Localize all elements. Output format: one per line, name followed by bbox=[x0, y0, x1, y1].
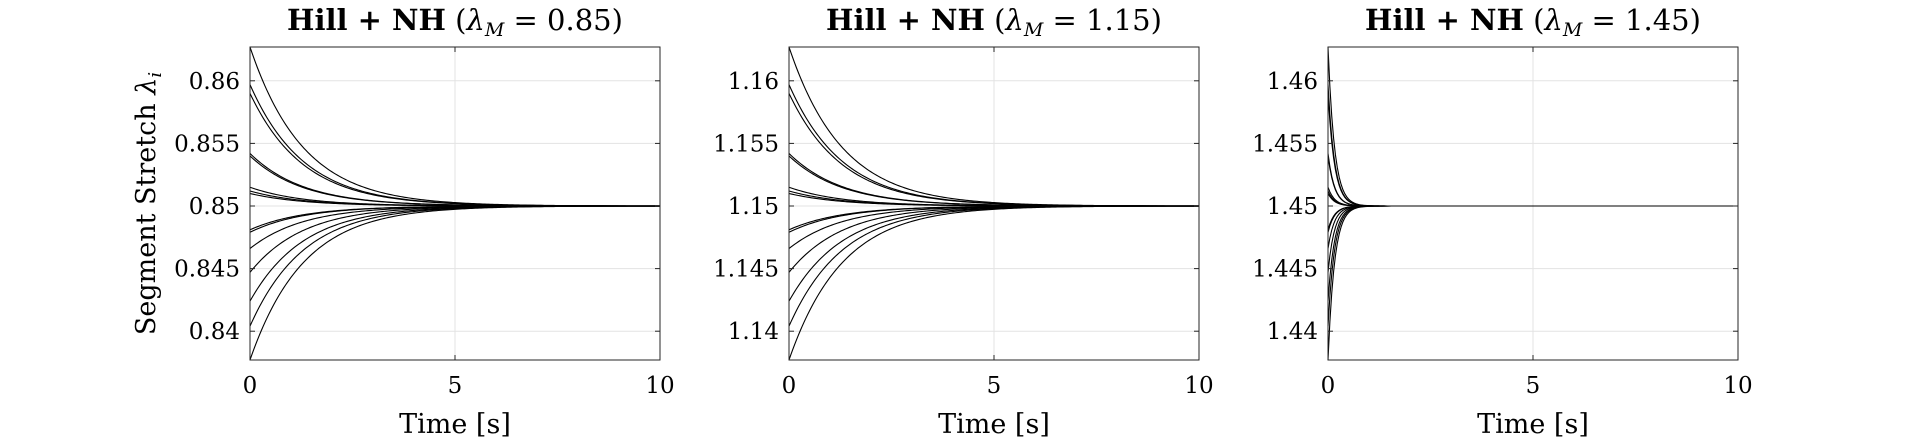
x-tick-label: 5 bbox=[987, 373, 1002, 399]
title-bold-part: Hill + NH bbox=[826, 3, 985, 37]
x-tick-label: 10 bbox=[1723, 373, 1752, 399]
x-tick-label: 5 bbox=[448, 373, 463, 399]
y-tick-label: 1.46 bbox=[1267, 69, 1318, 95]
chart-title: Hill + NH (λM = 1.15) bbox=[826, 3, 1162, 41]
y-tick-label: 1.15 bbox=[728, 194, 779, 220]
y-tick-label: 1.14 bbox=[728, 319, 779, 345]
title-close-paren: ) bbox=[612, 3, 623, 37]
y-tick-label: 1.445 bbox=[1252, 257, 1318, 283]
chart-panel-1: 0 5 10 0.84 0.845 0.85 0.855 0.86 Time [s] Hill +… bbox=[174, 3, 675, 440]
y-tick-label: 1.155 bbox=[713, 131, 779, 157]
y-tick-label: 1.16 bbox=[728, 69, 779, 95]
y-tick-label: 0.86 bbox=[189, 69, 240, 95]
x-axis-label: Time [s] bbox=[1477, 409, 1589, 440]
title-lambda: λ bbox=[1543, 3, 1562, 37]
y-axis-label: Segment Stretch λi bbox=[131, 72, 166, 335]
title-close-paren: ) bbox=[1151, 3, 1162, 37]
title-close-paren: ) bbox=[1690, 3, 1701, 37]
x-tick-label: 5 bbox=[1526, 373, 1541, 399]
x-tick-label: 10 bbox=[645, 373, 674, 399]
x-tick-label: 0 bbox=[1321, 373, 1336, 399]
shared-y-axis-label: Segment Stretch λi bbox=[131, 72, 166, 335]
title-param-value: = 1.15 bbox=[1043, 3, 1150, 37]
y-axis-label-text: Segment Stretch bbox=[131, 95, 162, 335]
title-bold-part: Hill + NH bbox=[1365, 3, 1524, 37]
x-axis-label: Time [s] bbox=[938, 409, 1050, 440]
y-tick-label: 0.84 bbox=[189, 319, 240, 345]
x-tick-label: 10 bbox=[1184, 373, 1213, 399]
title-bold-part: Hill + NH bbox=[287, 3, 446, 37]
y-axis-label-subscript: i bbox=[145, 72, 166, 78]
y-tick-label: 1.455 bbox=[1252, 131, 1318, 157]
title-lambda: λ bbox=[1004, 3, 1023, 37]
title-param-value: = 1.45 bbox=[1582, 3, 1689, 37]
series-line-15 bbox=[249, 205, 661, 361]
y-axis-label-lambda: λ bbox=[131, 78, 162, 96]
title-lambda: λ bbox=[465, 3, 484, 37]
title-subscript: M bbox=[1562, 19, 1583, 41]
y-tick-label: 1.44 bbox=[1267, 319, 1318, 345]
y-tick-label: 1.45 bbox=[1267, 194, 1318, 220]
y-tick-label: 0.855 bbox=[174, 131, 240, 157]
chart-title: Hill + NH (λM = 0.85) bbox=[287, 3, 623, 41]
chart-title: Hill + NH (λM = 1.45) bbox=[1365, 3, 1701, 41]
title-open-paren: ( bbox=[446, 3, 467, 37]
title-open-paren: ( bbox=[985, 3, 1006, 37]
chart-panel-2: 0 5 10 1.14 1.145 1.15 1.155 1.16 Time [s] Hill +… bbox=[713, 3, 1214, 440]
series-line-15 bbox=[788, 205, 1200, 361]
x-axis-label: Time [s] bbox=[399, 409, 511, 440]
y-tick-label: 1.145 bbox=[713, 257, 779, 283]
chart-panel-3: 0 5 10 1.44 1.445 1.45 1.455 1.46 Time [s] Hill +… bbox=[1252, 3, 1753, 440]
panels: 0 5 10 0.84 0.845 0.85 0.855 0.86 Time [s] Hill +… bbox=[174, 3, 1753, 440]
y-tick-label: 0.85 bbox=[189, 194, 240, 220]
title-param-value: = 0.85 bbox=[504, 3, 611, 37]
y-tick-label: 0.845 bbox=[174, 257, 240, 283]
series-line-15 bbox=[1327, 205, 1738, 361]
x-tick-label: 0 bbox=[243, 373, 258, 399]
title-open-paren: ( bbox=[1524, 3, 1545, 37]
title-subscript: M bbox=[484, 19, 505, 41]
x-tick-label: 0 bbox=[782, 373, 797, 399]
title-subscript: M bbox=[1023, 19, 1044, 41]
